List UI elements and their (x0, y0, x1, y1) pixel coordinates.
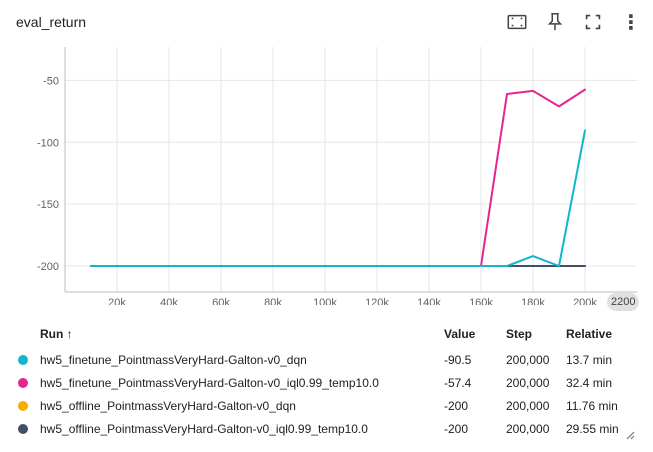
axes (64, 47, 637, 293)
run-column-header[interactable]: Run ↑ (40, 327, 73, 341)
x-tick-label: 180k (521, 297, 545, 305)
run-relative: 29.55 min (566, 421, 619, 436)
grid (65, 47, 637, 292)
run-value: -200 (444, 421, 469, 436)
y-tick-label: -50 (43, 75, 59, 87)
run-value: -90.5 (444, 352, 472, 367)
table-row[interactable]: hw5_offline_PointmassVeryHard-Galton-v0_… (12, 394, 632, 417)
run-step: 200,000 (506, 398, 550, 413)
run-relative: 11.76 min (566, 398, 618, 413)
y-tick-label: -100 (37, 137, 59, 149)
fullscreen-icon[interactable] (581, 10, 605, 34)
resize-handle-icon[interactable] (625, 430, 635, 440)
chart-toolbar: ⋮ (505, 10, 643, 34)
run-value: -57.4 (444, 375, 472, 390)
table-row[interactable]: hw5_offline_PointmassVeryHard-Galton-v0_… (12, 417, 632, 440)
run-relative: 13.7 min (566, 352, 613, 367)
table-row[interactable]: hw5_finetune_PointmassVeryHard-Galton-v0… (12, 371, 632, 394)
x-tick-label: 140k (417, 297, 441, 305)
table-row[interactable]: hw5_finetune_PointmassVeryHard-Galton-v0… (12, 348, 632, 371)
x-tick-label: 120k (365, 297, 389, 305)
run-color-dot (18, 424, 28, 435)
runs-table-header: Run ↑ Value Step Relative (12, 322, 632, 348)
run-name: hw5_finetune_PointmassVeryHard-Galton-v0… (40, 352, 307, 367)
x-tick-label: 100k (313, 297, 337, 305)
run-relative: 32.4 min (566, 375, 613, 390)
series-line-2 (90, 88, 586, 267)
x-tick-label: 60k (212, 297, 230, 305)
pin-icon[interactable] (543, 10, 567, 34)
series-line-3 (90, 129, 586, 267)
run-color-dot (18, 378, 28, 389)
run-name: hw5_offline_PointmassVeryHard-Galton-v0_… (40, 398, 296, 413)
run-color-dot (18, 355, 28, 366)
y-tick-label: -200 (37, 261, 59, 273)
x-tick-label: 200k (573, 297, 597, 305)
x-tick-label: 40k (160, 297, 178, 305)
relative-column-header[interactable]: Relative (566, 327, 613, 341)
x-axis-overflow-label: 2200 (607, 293, 640, 311)
step-column-header[interactable]: Step (506, 327, 533, 341)
value-column-header[interactable]: Value (444, 327, 476, 341)
chart-title: eval_return (16, 14, 87, 30)
line-chart[interactable]: 20k 40k 60k 80k 100k 120k 140k 160k 180k 200k -50 -… (0, 40, 653, 305)
run-name: hw5_offline_PointmassVeryHard-Galton-v0_… (40, 421, 368, 436)
runs-table: Run ↑ Value Step Relative hw5_finetune_P… (12, 322, 632, 440)
run-step: 200,000 (506, 375, 550, 390)
run-name: hw5_finetune_PointmassVeryHard-Galton-v0… (40, 375, 379, 390)
run-step: 200,000 (506, 421, 550, 436)
series-lines (90, 88, 586, 267)
x-tick-label: 80k (264, 297, 282, 305)
fit-domain-icon[interactable] (505, 10, 529, 34)
tick-labels: 20k 40k 60k 80k 100k 120k 140k 160k 180k 200k -50 -… (37, 75, 597, 305)
color-column-header (12, 322, 34, 348)
run-value: -200 (444, 398, 469, 413)
x-tick-label: 160k (469, 297, 493, 305)
run-step: 200,000 (506, 352, 550, 367)
x-tick-label: 20k (108, 297, 126, 305)
more-vert-icon[interactable]: ⋮ (621, 11, 641, 34)
run-color-dot (18, 401, 28, 412)
y-tick-label: -150 (37, 199, 59, 211)
